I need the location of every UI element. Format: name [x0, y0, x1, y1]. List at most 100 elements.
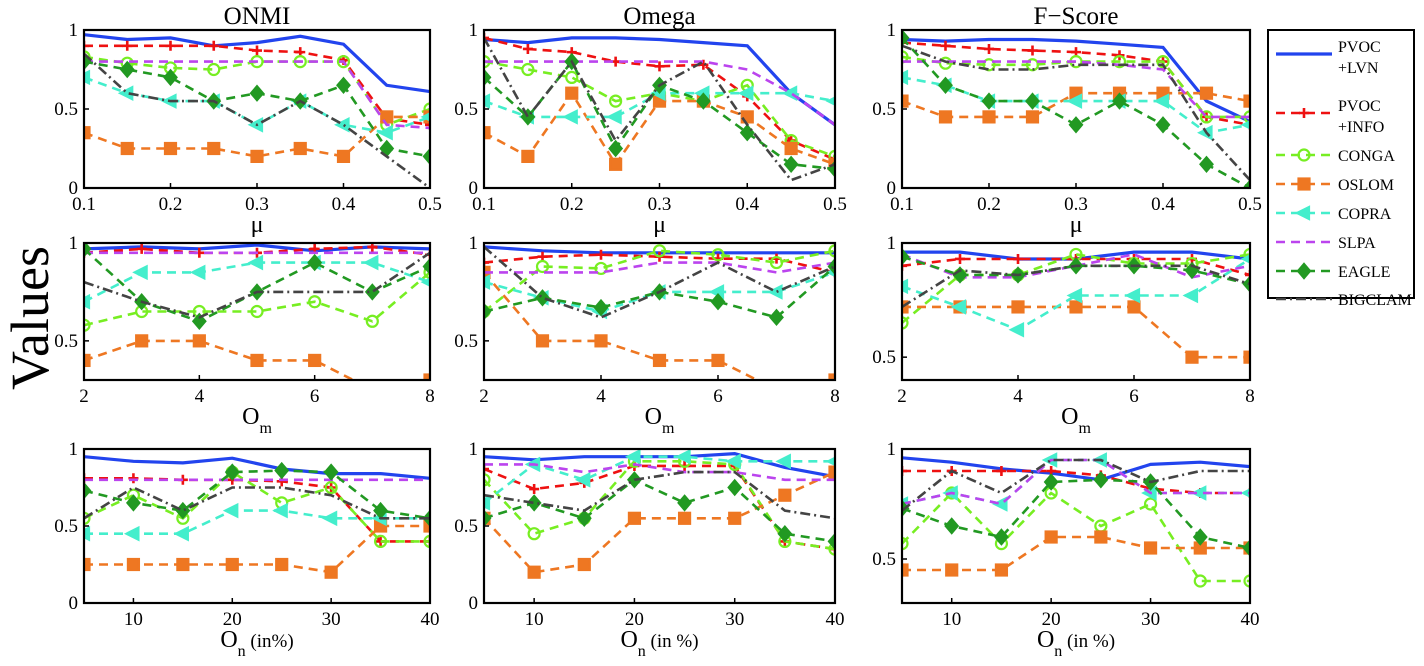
data-point-conga — [594, 261, 608, 276]
data-point-oslom — [535, 334, 550, 348]
series-line-slpa — [902, 458, 1250, 506]
data-point-eagle — [84, 243, 92, 258]
data-point-oslom — [84, 557, 91, 572]
data-point-copra — [606, 109, 622, 125]
x-tick-label: 0.3 — [1064, 194, 1088, 215]
data-point-eagle — [307, 253, 323, 272]
data-point-copra — [123, 525, 140, 542]
plot-area — [484, 449, 835, 579]
data-point-eagle — [191, 312, 207, 330]
data-point-oslom — [771, 384, 782, 395]
data-point-copra — [484, 274, 491, 290]
data-point-eagle — [1093, 471, 1109, 489]
data-point-oslom — [367, 384, 378, 395]
data-point-oslom — [982, 110, 996, 124]
plot-area — [484, 32, 835, 182]
plot-area — [484, 244, 835, 395]
data-point-eagle — [535, 289, 550, 307]
data-point-oslom — [1199, 86, 1214, 100]
data-point-copra — [562, 109, 578, 125]
data-point-oslom — [994, 563, 1009, 577]
data-point-conga — [828, 244, 835, 258]
data-point-oslom — [1243, 94, 1250, 108]
data-point-eagle — [1068, 116, 1084, 134]
legend-marker — [1297, 177, 1311, 191]
x-tick-label: 0.4 — [1151, 194, 1175, 215]
y-tick-label: 0 — [887, 178, 897, 199]
x-tick-label: 40 — [826, 609, 845, 630]
data-point-conga — [84, 318, 91, 332]
data-point-conga — [521, 62, 535, 77]
data-point-eagle — [336, 76, 351, 94]
data-point-copra — [132, 264, 148, 281]
series-line-slpa — [84, 60, 430, 130]
data-point-oslom — [423, 519, 430, 533]
series-line-oslom — [902, 535, 1250, 572]
data-point-oslom — [1243, 350, 1250, 364]
data-point-pvoc_info — [165, 40, 176, 51]
legend: PVOC +LVN PVOC +INFO CONGA OSLOM COPRA SLPA EAGL… — [1267, 29, 1415, 309]
data-point-oslom — [1044, 530, 1058, 544]
legend-label: SLPA — [1338, 235, 1376, 252]
data-point-oslom — [84, 126, 91, 140]
data-point-oslom — [711, 353, 725, 368]
data-point-eagle — [593, 298, 609, 317]
data-point-eagle — [1242, 275, 1250, 293]
data-point-copra — [767, 284, 783, 300]
x-axis-label: On (in %) — [1037, 627, 1115, 660]
x-axis-label: On (in %) — [620, 627, 698, 660]
x-tick-label: 4 — [195, 386, 205, 407]
y-tick-label: 0.5 — [454, 516, 478, 537]
series-line-bigclam — [902, 458, 1250, 512]
series-line-pvoc_lvn — [484, 36, 835, 127]
data-point-conga — [1025, 58, 1040, 72]
data-point-conga — [308, 295, 322, 309]
y-tick-label: 0.5 — [872, 347, 896, 368]
series-line-eagle — [84, 469, 430, 520]
data-point-pvoc_info — [522, 43, 533, 54]
x-tick-label: 6 — [1129, 386, 1139, 407]
data-point-eagle — [739, 124, 755, 142]
data-point-eagle — [526, 494, 542, 512]
data-point-pvoc_info — [84, 40, 89, 51]
data-point-copra — [272, 502, 288, 519]
data-point-copra — [247, 254, 264, 271]
axes-frame — [482, 241, 837, 382]
data-point-copra — [1066, 93, 1083, 109]
data-point-copra — [675, 449, 691, 465]
data-point-eagle — [323, 463, 339, 481]
data-point-oslom — [1127, 300, 1141, 314]
data-point-eagle — [422, 147, 430, 166]
y-tick-label: 0.5 — [872, 99, 896, 120]
data-point-eagle — [422, 257, 430, 276]
data-point-oslom — [293, 141, 307, 156]
x-tick-label: 0.3 — [245, 194, 269, 215]
data-point-oslom — [784, 141, 798, 156]
data-point-eagle — [710, 293, 726, 311]
axes-frame — [82, 241, 432, 382]
x-tick-label: 20 — [1042, 609, 1061, 630]
data-point-copra — [362, 254, 379, 271]
data-point-conga — [1143, 497, 1158, 511]
data-point-pvoc_info — [902, 260, 907, 271]
x-tick-label: 40 — [421, 609, 440, 630]
legend-entry-slpa: SLPA — [1276, 235, 1376, 252]
data-point-copra — [484, 495, 491, 511]
data-point-conga — [902, 50, 909, 64]
data-point-copra — [1124, 287, 1141, 304]
data-point-oslom — [627, 511, 642, 525]
series-line-bigclam — [84, 251, 430, 319]
data-point-copra — [574, 472, 591, 488]
data-point-eagle — [1025, 92, 1040, 110]
series-line-bigclam — [84, 486, 430, 520]
chart-panel-5: 2 4 6 8 0.5 1 Om — [454, 233, 840, 437]
data-point-copra — [334, 117, 350, 133]
data-point-conga — [423, 534, 430, 548]
data-point-eagle — [119, 60, 135, 79]
legend-label-line2: +INFO — [1338, 119, 1384, 136]
data-point-eagle — [576, 509, 592, 527]
x-tick-label: 40 — [1241, 609, 1260, 630]
data-point-oslom — [380, 110, 394, 124]
data-point-eagle — [902, 248, 910, 266]
legend-label: PVOC — [1338, 98, 1381, 115]
